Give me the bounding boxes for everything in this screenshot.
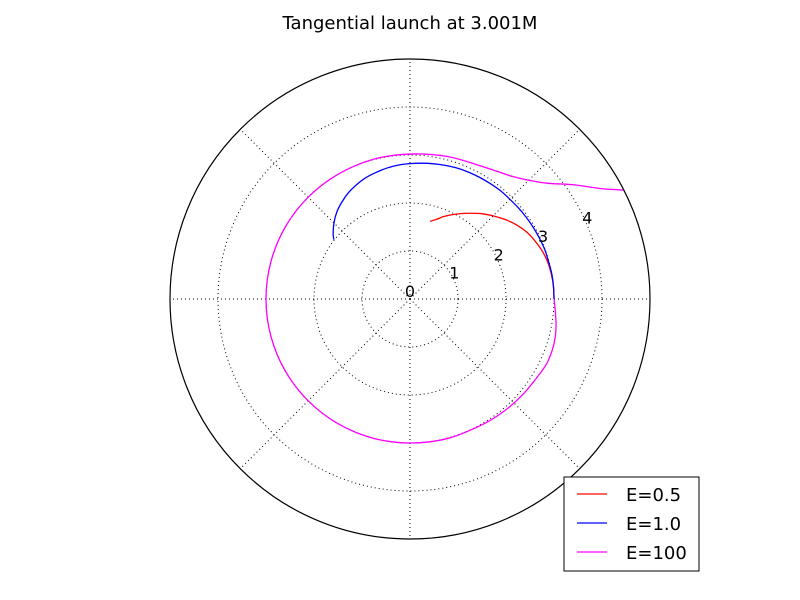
series-line-e-0-5 (429, 212, 555, 300)
chart-title: Tangential launch at 3.001M (282, 13, 538, 34)
theta-grid-line (409, 128, 581, 300)
legend-label: E=1.0 (626, 514, 681, 535)
r-tick-label: 4 (582, 209, 592, 228)
theta-grid-line (239, 128, 411, 300)
r-tick-labels: 0 1 2 3 4 (405, 209, 593, 301)
r-tick-label: 2 (494, 245, 504, 264)
legend-label: E=0.5 (626, 485, 681, 506)
theta-grid-line (409, 298, 581, 470)
r-tick-label: 0 (405, 282, 415, 301)
series-layer (265, 153, 624, 444)
series-line-e-1-0 (332, 162, 555, 300)
r-tick-label: 1 (449, 264, 459, 283)
legend-frame (563, 476, 700, 572)
series-line-e-100 (265, 153, 624, 444)
theta-grid-line (239, 298, 411, 470)
plot-boundary (169, 58, 651, 540)
legend-label: E=100 (626, 543, 687, 564)
r-tick-label: 3 (538, 227, 548, 246)
legend: E=0.5 E=1.0 E=100 (563, 476, 700, 572)
